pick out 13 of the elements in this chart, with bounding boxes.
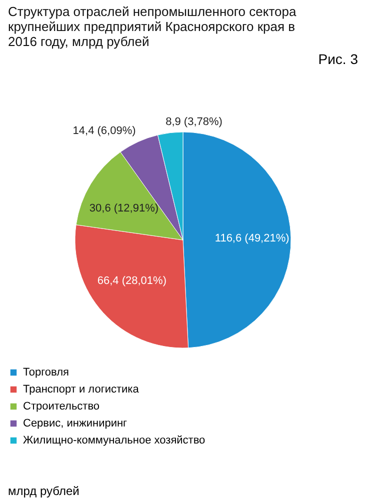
chart-title: Структура отраслей непромышленного сектора крупнейших предприятий Красноярского края в 2016 году, млрд рублей <box>8 4 297 49</box>
legend-label: Торговля <box>23 366 69 378</box>
legend-label: Строительство <box>23 400 100 412</box>
text: млрд рублей <box>8 484 80 498</box>
legend-label: Сервис, инжиниринг <box>23 418 128 430</box>
data-label: 8,9 (3,78%) <box>166 116 222 128</box>
data-label: 30,6 (12,91%) <box>89 202 159 215</box>
legend-label: Транспорт и логистика <box>23 384 140 396</box>
text: Рис. 3 <box>318 51 358 67</box>
legend-label: Жилищно-коммунальное хозяйство <box>23 434 206 446</box>
data-label: 66,4 (28,01%) <box>97 274 166 287</box>
data-label: 116,6 (49,21%) <box>214 232 290 245</box>
data-label: 14,4 (6,09%) <box>72 125 136 138</box>
